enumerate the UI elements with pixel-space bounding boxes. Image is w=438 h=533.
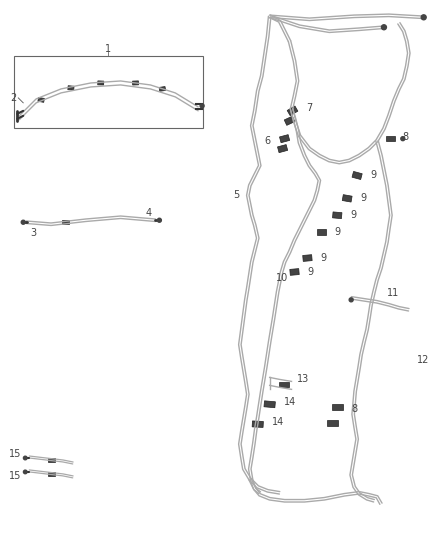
Text: 15: 15: [9, 449, 21, 459]
Circle shape: [21, 220, 25, 224]
Text: 9: 9: [350, 210, 356, 220]
Bar: [317, 229, 326, 235]
Text: 11: 11: [387, 288, 399, 298]
Bar: [252, 421, 263, 427]
Text: 7: 7: [307, 103, 313, 113]
Text: 13: 13: [297, 374, 309, 384]
Circle shape: [349, 298, 353, 302]
Text: 10: 10: [276, 273, 288, 283]
Bar: [278, 144, 288, 152]
Bar: [68, 86, 74, 90]
Text: 2: 2: [10, 93, 16, 103]
Text: 6: 6: [265, 136, 271, 146]
Text: 12: 12: [417, 354, 429, 365]
Circle shape: [24, 470, 27, 474]
Bar: [342, 195, 352, 202]
Text: 14: 14: [272, 417, 284, 427]
Bar: [63, 220, 70, 224]
Bar: [279, 135, 290, 143]
Circle shape: [381, 25, 386, 30]
Text: 14: 14: [283, 397, 296, 407]
Circle shape: [401, 136, 405, 141]
Text: 1: 1: [105, 44, 111, 54]
Bar: [332, 212, 342, 219]
Text: 9: 9: [360, 193, 366, 204]
Bar: [98, 81, 104, 85]
Bar: [132, 81, 138, 85]
Text: 15: 15: [9, 471, 21, 481]
Circle shape: [157, 218, 161, 222]
Bar: [159, 86, 166, 91]
Text: 9: 9: [320, 253, 326, 263]
Bar: [332, 404, 343, 410]
Bar: [287, 106, 298, 116]
Bar: [386, 136, 396, 141]
Text: 9: 9: [307, 267, 314, 277]
Circle shape: [24, 456, 27, 460]
Text: 3: 3: [30, 228, 36, 238]
Bar: [327, 420, 338, 426]
Text: 5: 5: [233, 190, 240, 200]
Circle shape: [200, 104, 204, 108]
Bar: [303, 255, 312, 261]
Bar: [284, 116, 295, 125]
Text: 8: 8: [351, 404, 357, 414]
Bar: [38, 98, 44, 102]
Bar: [48, 472, 55, 476]
Text: 9: 9: [334, 227, 340, 237]
Text: 9: 9: [370, 171, 376, 181]
Bar: [279, 382, 289, 387]
Bar: [290, 269, 299, 276]
Bar: [48, 458, 55, 462]
Text: 4: 4: [145, 208, 152, 219]
Bar: [14, 56, 203, 128]
Bar: [264, 401, 276, 408]
Circle shape: [421, 15, 426, 20]
Text: 8: 8: [403, 132, 409, 142]
Bar: [352, 172, 362, 180]
